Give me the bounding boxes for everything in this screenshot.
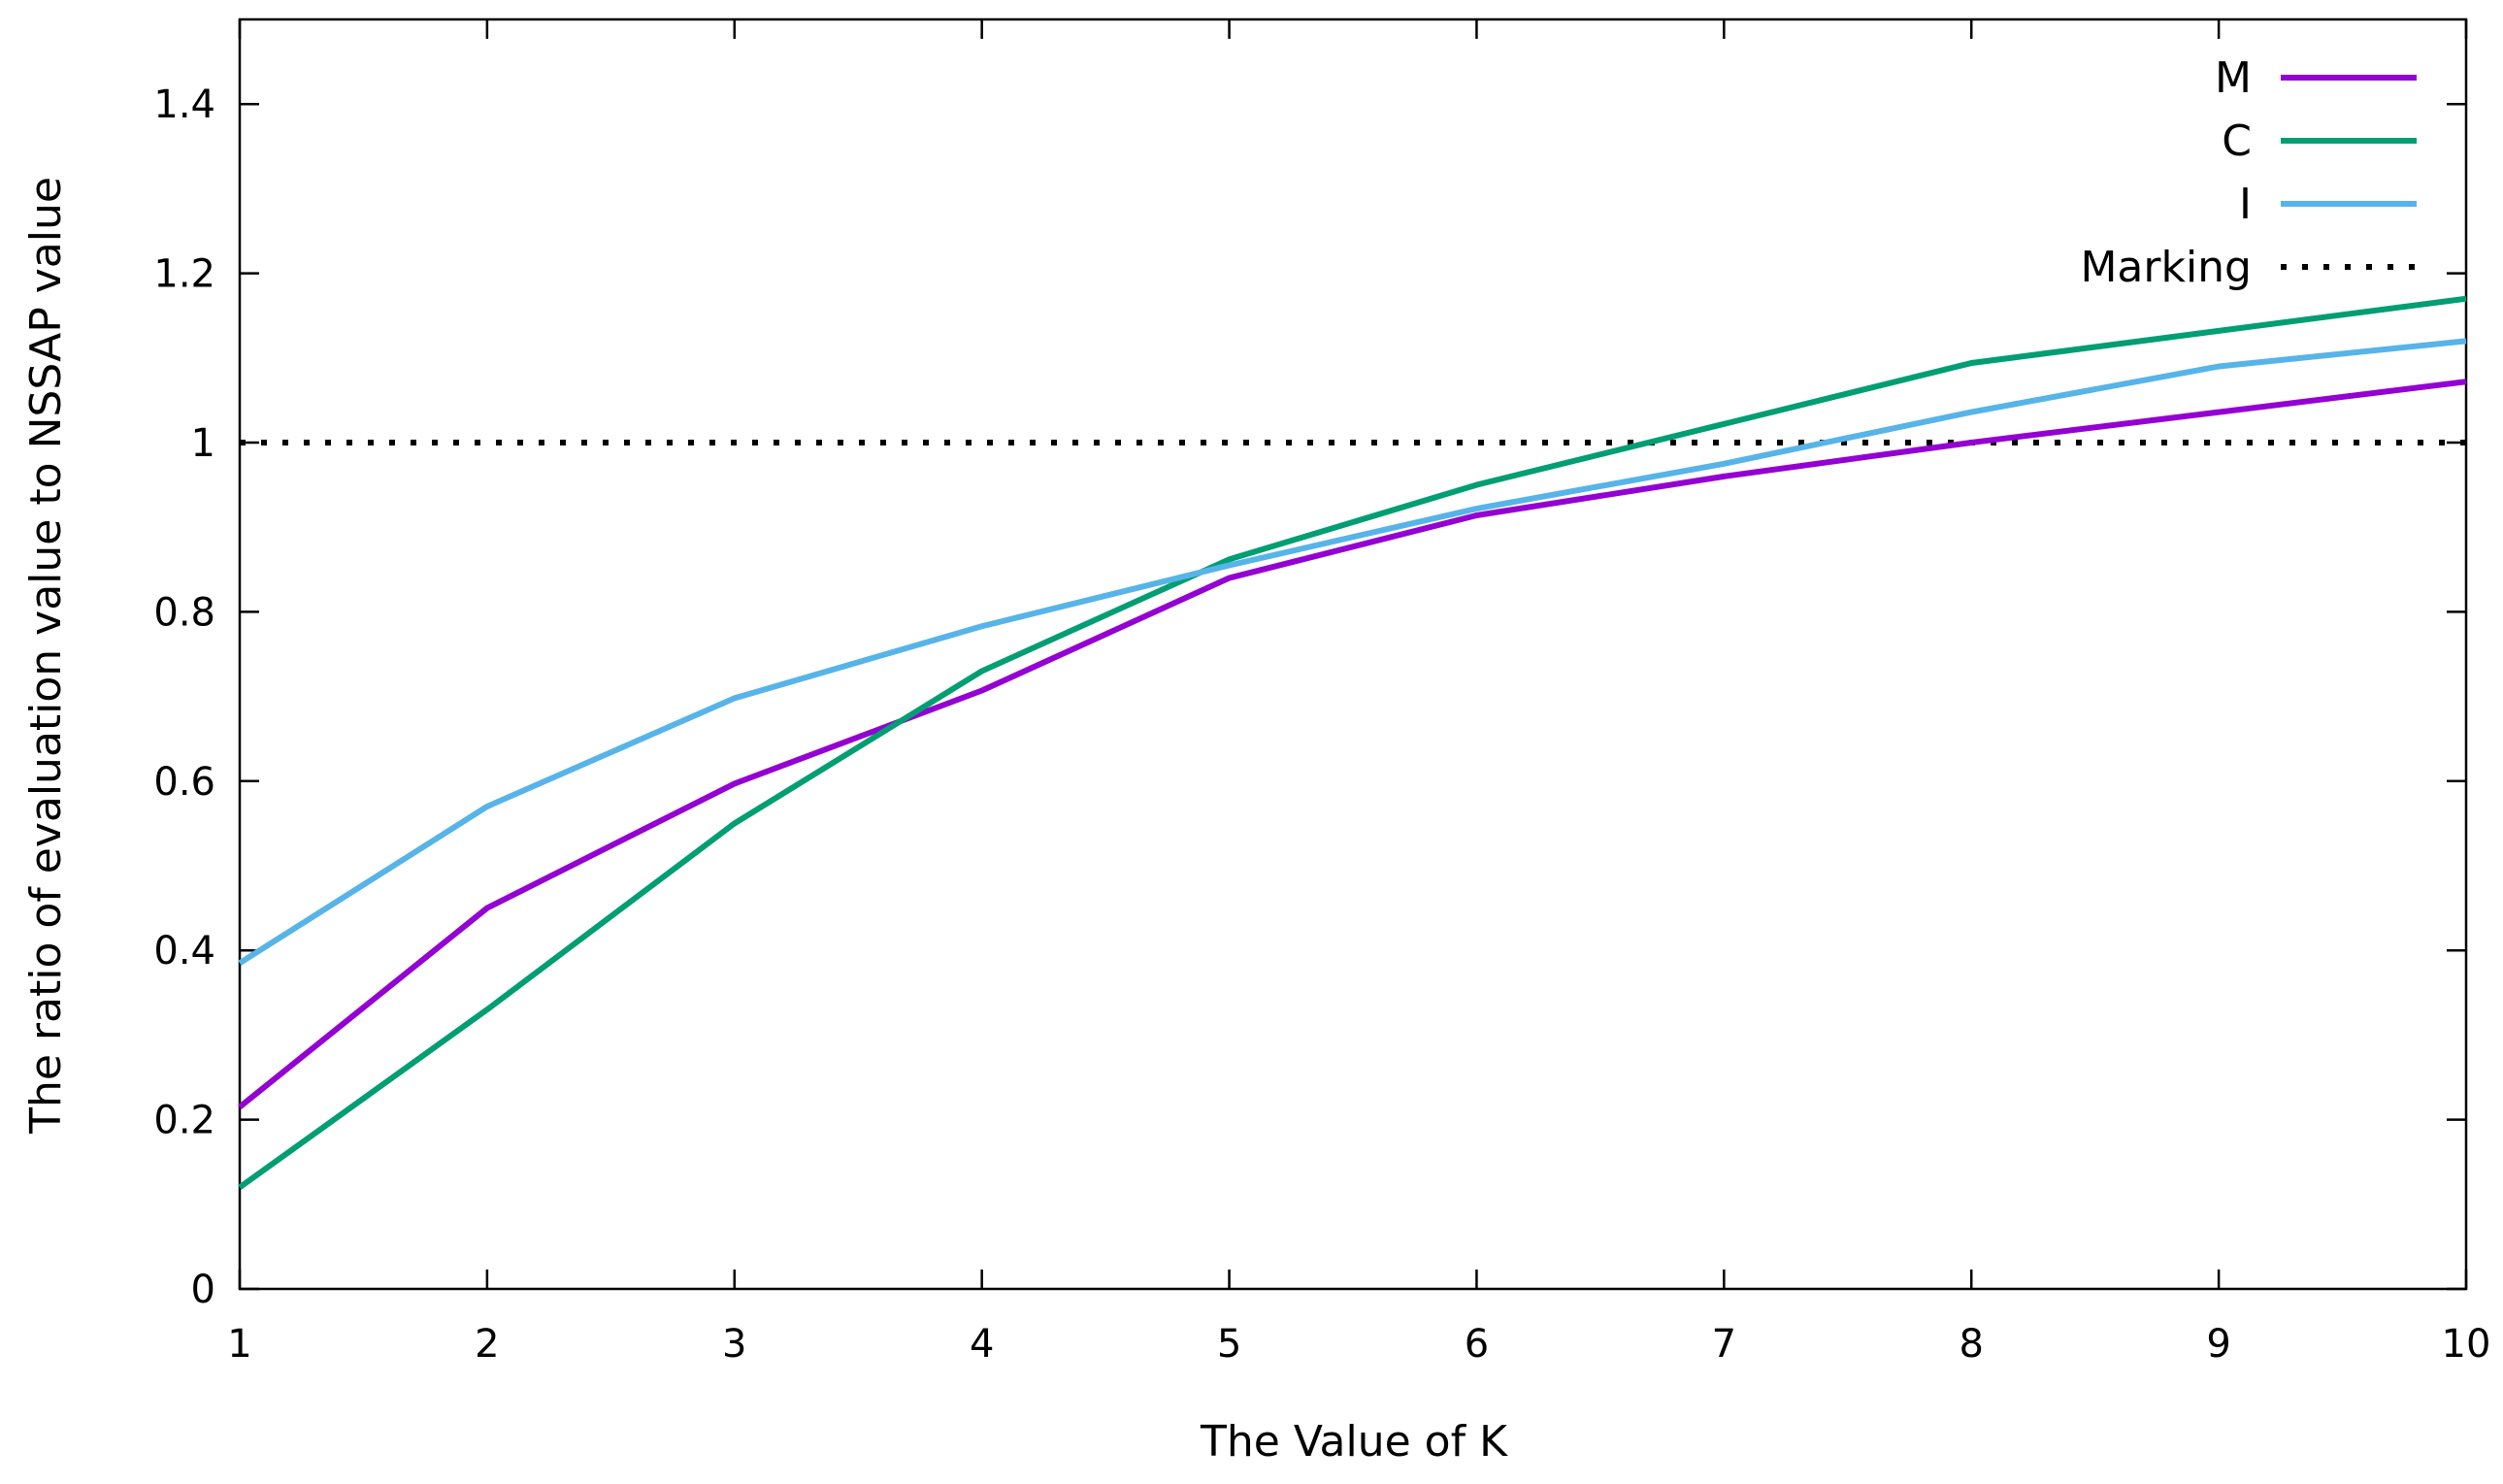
x-tick-label: 5 xyxy=(1217,1322,1241,1367)
y-axis-title: The ratio of evaluation value to NSSAP v… xyxy=(21,177,71,1135)
x-tick-label: 10 xyxy=(2442,1322,2491,1367)
legend-label-i: I xyxy=(2239,180,2252,229)
x-tick-label: 9 xyxy=(2206,1322,2230,1367)
x-tick-label: 3 xyxy=(722,1322,746,1367)
y-tick-label: 0.2 xyxy=(153,1099,215,1143)
legend: MCI Marking xyxy=(2080,53,2417,292)
axes-layer: 1 2 3 4 5 6 7 8 9 10 0 0.2 0.4 0.6 0.8 1 1.2 1.4 xyxy=(153,17,2491,1367)
x-tick-label: 8 xyxy=(1959,1322,1983,1367)
x-axis-title: The Value of K xyxy=(1200,1417,1508,1467)
series-line-m xyxy=(238,379,2467,1109)
legend-label-marking: Marking xyxy=(2080,243,2252,292)
y-tick-label: 0.6 xyxy=(153,760,215,805)
y-tick-label: 1 xyxy=(191,421,215,466)
plot-frame xyxy=(238,17,2468,1291)
x-tick-label: 7 xyxy=(1712,1322,1736,1367)
series-layer xyxy=(238,295,2467,1190)
x-tick-label: 1 xyxy=(227,1322,251,1367)
legend-label-c: C xyxy=(2222,116,2252,166)
y-tick-label: 1.2 xyxy=(153,252,215,297)
y-tick-label: 0.4 xyxy=(153,929,215,973)
y-tick-label: 1.4 xyxy=(153,82,215,127)
x-tick-label: 6 xyxy=(1465,1322,1489,1367)
y-tick-label: 0 xyxy=(191,1268,215,1312)
series-line-i xyxy=(238,338,2467,966)
y-tick-label: 0.8 xyxy=(153,590,215,635)
x-tick-label: 4 xyxy=(970,1322,994,1367)
series-line-c xyxy=(238,295,2467,1190)
legend-label-m: M xyxy=(2215,53,2252,103)
x-tick-label: 2 xyxy=(475,1322,499,1367)
